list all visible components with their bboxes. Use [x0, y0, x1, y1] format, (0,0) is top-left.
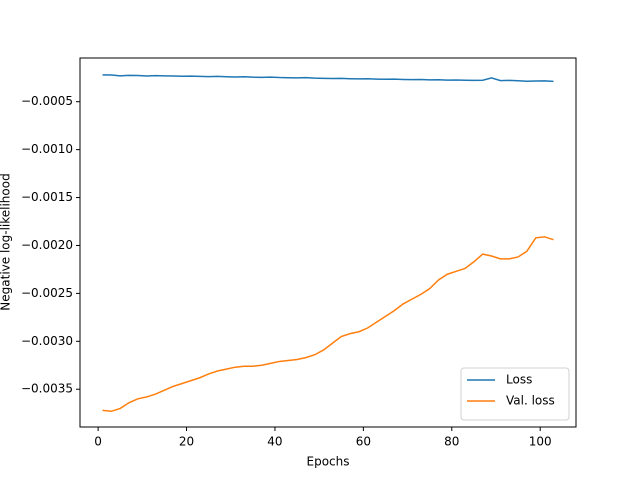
x-tick-label: 40: [267, 435, 282, 449]
y-tick-label: −0.0035: [21, 382, 73, 396]
y-axis-label: Negative log-likelihood: [0, 173, 13, 310]
plot-frame: [79, 57, 577, 428]
legend-label: Loss: [506, 373, 532, 387]
y-tick-label: −0.0005: [21, 94, 73, 108]
y-tick-label: −0.0020: [21, 238, 73, 252]
x-axis-label: Epochs: [307, 455, 350, 469]
x-tick-label: 0: [94, 435, 102, 449]
y-tick-label: −0.0010: [21, 142, 73, 156]
x-tick-label: 80: [444, 435, 459, 449]
series-line: [102, 74, 554, 83]
legend-box: [460, 367, 570, 421]
x-tick-label: 60: [356, 435, 371, 449]
x-tick-label: 20: [179, 435, 194, 449]
legend-label: Val. loss: [506, 394, 555, 408]
series-line: [102, 236, 554, 413]
x-tick-label: 100: [529, 435, 552, 449]
y-tick-label: −0.0030: [21, 334, 73, 348]
y-tick-label: −0.0025: [21, 286, 73, 300]
y-tick-label: −0.0015: [21, 190, 73, 204]
